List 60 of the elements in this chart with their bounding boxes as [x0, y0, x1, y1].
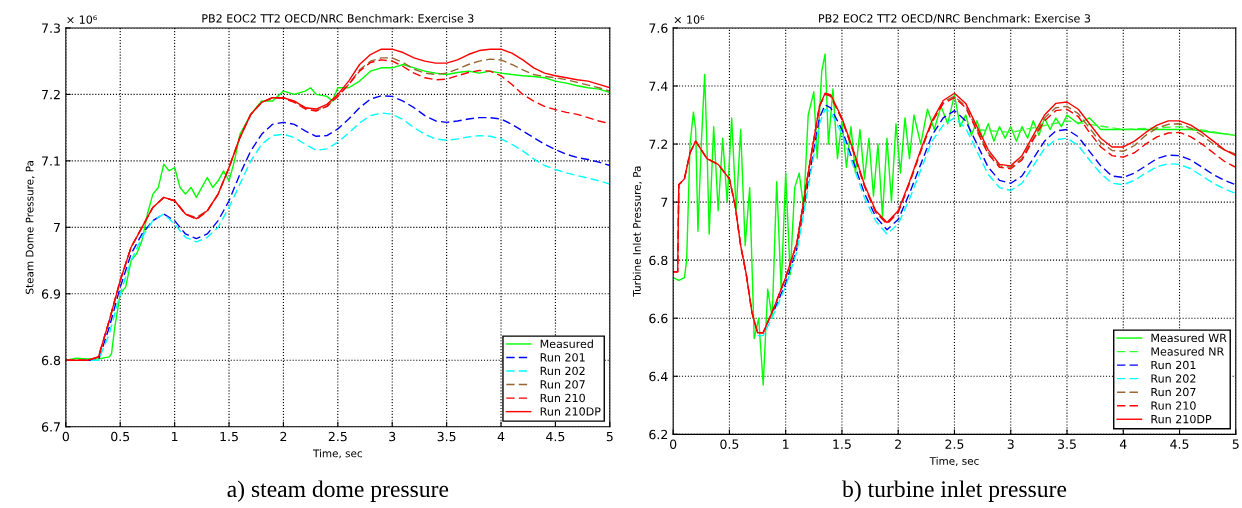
chart-title: PB2 EOC2 TT2 OECD/NRC Benchmark: Exercise 3 — [819, 13, 1091, 24]
text: × 10⁶ — [67, 15, 97, 24]
x-tick-label: 1 — [172, 431, 178, 442]
legend-label: Measured WR — [1151, 333, 1227, 343]
text: b) turbine inlet pressure — [842, 480, 1067, 502]
y-tick-label: 7.1 — [42, 156, 60, 166]
legend-label: Run 210DP — [1151, 414, 1212, 424]
y-tick-label: 7 — [661, 197, 668, 207]
x-tick-label: 4 — [1119, 439, 1127, 449]
x-tick-label: 3.5 — [437, 431, 456, 442]
y-axis-title: Turbine Inlet Pressure, Pa — [632, 166, 642, 297]
legend-label: Run 201 — [540, 353, 585, 362]
y-tick-label: 7.3 — [42, 23, 60, 33]
x-tick-label: 3.5 — [1058, 439, 1076, 449]
x-tick-label: 0.5 — [720, 439, 739, 449]
x-tick-label: 0 — [670, 439, 677, 449]
y-tick-label: 6.9 — [41, 289, 61, 299]
y-tick-label: 7.2 — [649, 139, 668, 149]
x-tick-label: 2.5 — [945, 439, 964, 449]
x-tick-label: 0.5 — [111, 431, 130, 442]
x-axis-title: Time, sec — [312, 449, 363, 459]
x-tick-label: 2.5 — [328, 431, 347, 442]
y-tick-label: 6.7 — [41, 422, 60, 432]
chart-title: PB2 EOC2 TT2 OECD/NRC Benchmark: Exercise 3 — [202, 13, 474, 24]
x-axis-title: Time, sec — [929, 456, 979, 466]
legend-label: Run 207 — [540, 380, 585, 389]
x-tick-label: 4.5 — [1170, 439, 1189, 449]
y-tick-label: 7.6 — [649, 23, 668, 33]
legend-label: Run 210 — [1151, 401, 1196, 410]
legend-label: Measured NR — [1151, 347, 1224, 356]
y-tick-label: 6.2 — [649, 429, 668, 440]
y-tick-label: 7.2 — [42, 89, 60, 100]
x-tick-label: 1.5 — [220, 431, 238, 442]
y-tick-label: 6.8 — [649, 255, 668, 266]
x-tick-label: 1 — [783, 439, 789, 449]
y-tick-label: 6.8 — [41, 355, 61, 366]
x-tick-label: 3 — [1007, 439, 1014, 449]
legend-label: Run 210DP — [540, 407, 601, 416]
y-tick-label: 7.4 — [649, 81, 668, 91]
y-tick-label: 6.6 — [649, 313, 668, 324]
y-axis-title: Steam Dome Pressure, Pa — [25, 161, 35, 294]
legend-label: Run 207 — [1151, 387, 1196, 397]
x-tick-label: 5 — [606, 431, 613, 442]
x-tick-label: 0 — [62, 431, 69, 442]
x-tick-label: 2 — [280, 431, 287, 442]
x-tick-label: 3 — [389, 431, 396, 442]
legend-label: Run 202 — [1151, 374, 1196, 383]
legend-label: Run 210 — [540, 393, 585, 403]
y-tick-label: 7 — [54, 222, 60, 233]
x-tick-label: 1.5 — [833, 439, 851, 449]
x-tick-label: 2 — [895, 439, 901, 449]
x-tick-label: 4.5 — [546, 431, 565, 442]
y-tick-label: 6.4 — [649, 371, 668, 382]
x-tick-label: 5 — [1232, 439, 1239, 449]
legend-label: Run 201 — [1151, 360, 1196, 370]
legend-label: Measured — [540, 339, 593, 349]
text: × 10⁶ — [674, 15, 705, 24]
legend-label: Run 202 — [540, 366, 585, 376]
text: a) steam dome pressure — [227, 480, 449, 502]
x-tick-label: 4 — [497, 431, 505, 442]
